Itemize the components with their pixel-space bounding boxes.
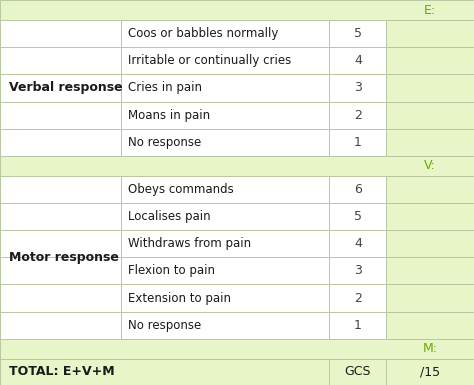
Bar [0, 359, 474, 385]
Bar [329, 257, 386, 285]
Text: Irritable or continually cries: Irritable or continually cries [128, 54, 291, 67]
Bar [121, 102, 329, 129]
Text: GCS: GCS [345, 365, 371, 378]
Bar [386, 102, 474, 129]
Bar [386, 47, 474, 74]
Text: V:: V: [424, 159, 436, 172]
Bar [0, 311, 121, 339]
Bar [329, 102, 386, 129]
Text: Flexion to pain: Flexion to pain [128, 264, 215, 278]
Bar [0, 47, 121, 74]
Text: Motor response: Motor response [9, 251, 118, 264]
Bar [0, 257, 121, 285]
Bar [0, 74, 121, 102]
Bar [329, 20, 386, 47]
Bar [329, 230, 386, 257]
Bar [329, 176, 386, 203]
Bar [0, 20, 121, 156]
Bar [329, 311, 386, 339]
Text: 3: 3 [354, 264, 362, 278]
Bar [329, 203, 386, 230]
Bar [329, 285, 386, 311]
Bar [0, 102, 121, 129]
Bar [0, 156, 474, 176]
Text: Withdraws from pain: Withdraws from pain [128, 237, 251, 250]
Bar [386, 359, 474, 385]
Text: 4: 4 [354, 54, 362, 67]
Text: 5: 5 [354, 27, 362, 40]
Bar [386, 230, 474, 257]
Bar [386, 20, 474, 47]
Text: 6: 6 [354, 183, 362, 196]
Bar [121, 230, 329, 257]
Text: Extension to pain: Extension to pain [128, 291, 231, 305]
Text: 5: 5 [354, 210, 362, 223]
Bar [121, 47, 329, 74]
Bar [0, 176, 121, 339]
Bar [121, 311, 329, 339]
Text: Cries in pain: Cries in pain [128, 81, 202, 94]
Bar [0, 203, 121, 230]
Bar [121, 257, 329, 285]
Text: Verbal response: Verbal response [9, 81, 122, 94]
Text: 2: 2 [354, 291, 362, 305]
Text: 3: 3 [354, 81, 362, 94]
Bar [386, 203, 474, 230]
Bar [386, 74, 474, 102]
Text: Moans in pain: Moans in pain [128, 109, 210, 122]
Text: 4: 4 [354, 237, 362, 250]
Bar [121, 129, 329, 156]
Text: No response: No response [128, 136, 201, 149]
Bar [121, 20, 329, 47]
Bar [121, 285, 329, 311]
Bar [386, 257, 474, 285]
Bar [386, 176, 474, 203]
Text: Coos or babbles normally: Coos or babbles normally [128, 27, 278, 40]
Bar [386, 129, 474, 156]
Bar [121, 176, 329, 203]
Text: 1: 1 [354, 319, 362, 332]
Bar [121, 203, 329, 230]
Bar [0, 176, 121, 203]
Bar [0, 0, 474, 20]
Bar [329, 359, 386, 385]
Bar [0, 339, 474, 359]
Bar [329, 129, 386, 156]
Text: TOTAL: E+V+M: TOTAL: E+V+M [9, 365, 114, 378]
Text: 1: 1 [354, 136, 362, 149]
Bar [0, 20, 121, 47]
Text: Localises pain: Localises pain [128, 210, 210, 223]
Bar [0, 285, 121, 311]
Bar [121, 74, 329, 102]
Bar [0, 129, 121, 156]
Text: E:: E: [424, 3, 436, 17]
Text: /15: /15 [420, 365, 440, 378]
Text: 2: 2 [354, 109, 362, 122]
Bar [386, 285, 474, 311]
Text: M:: M: [423, 342, 438, 355]
Text: Obeys commands: Obeys commands [128, 183, 234, 196]
Bar [329, 47, 386, 74]
Bar [0, 230, 121, 257]
Bar [329, 74, 386, 102]
Text: No response: No response [128, 319, 201, 332]
Bar [386, 311, 474, 339]
